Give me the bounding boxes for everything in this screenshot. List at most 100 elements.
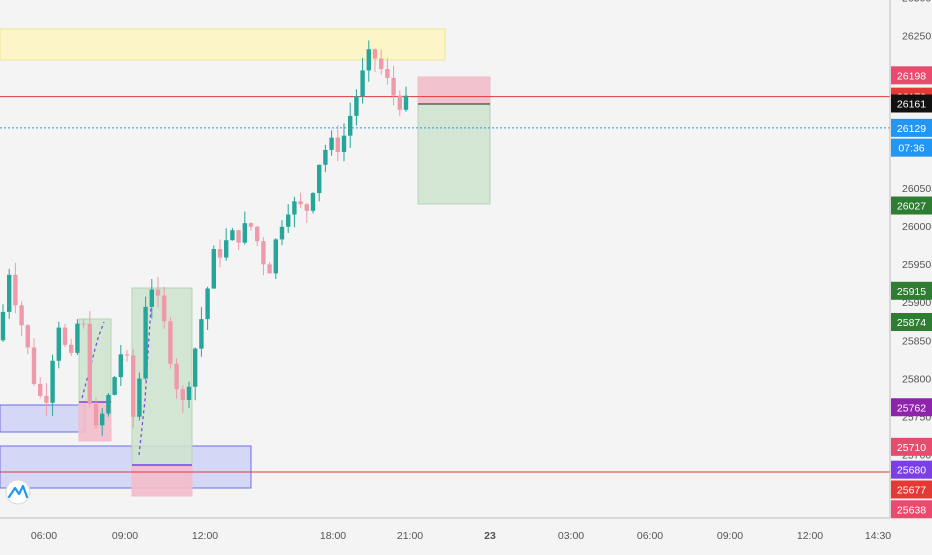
price-tag-label: 25680 <box>897 465 926 477</box>
candle <box>286 204 291 233</box>
candle <box>261 237 266 276</box>
price-tag-label: 26129 <box>897 123 926 135</box>
price-tag-label: 26198 <box>897 70 926 82</box>
candle <box>13 262 18 314</box>
candle <box>174 358 179 399</box>
candle <box>366 40 371 82</box>
candle <box>298 192 303 208</box>
x-tick-label: 03:00 <box>558 530 584 542</box>
candle <box>38 377 43 399</box>
candle <box>317 164 322 202</box>
candle <box>360 57 365 104</box>
x-tick-label: 06:00 <box>31 530 57 542</box>
blue-demand-box-2[interactable] <box>0 445 252 489</box>
candle <box>403 86 409 112</box>
price-tag-26198[interactable]: 26198 <box>891 66 932 85</box>
price-tag-label: 25762 <box>897 402 926 414</box>
price-tag-label: 25710 <box>897 442 926 454</box>
x-tick-label: 18:00 <box>320 530 346 542</box>
price-tag-label: 25677 <box>897 484 926 496</box>
price-tag-26027[interactable]: 26027 <box>891 196 932 215</box>
price-tag-label: 26027 <box>897 201 926 213</box>
price-tag-25677[interactable]: 25677 <box>891 480 932 499</box>
price-tag-label: 26161 <box>897 98 926 110</box>
candle <box>267 262 272 274</box>
candle <box>180 385 185 414</box>
projection-path-2 <box>138 289 153 456</box>
candle <box>118 344 123 386</box>
candle <box>236 229 241 250</box>
candle <box>199 307 204 357</box>
candle <box>242 211 247 245</box>
tradingview-logo-icon[interactable] <box>5 479 31 505</box>
x-tick-label: 09:00 <box>717 530 743 542</box>
candle <box>62 323 68 348</box>
candle <box>124 349 130 362</box>
candle <box>137 372 142 421</box>
x-tick-label: 23 <box>484 530 496 542</box>
candle <box>348 102 353 148</box>
candle <box>304 203 309 223</box>
candle <box>341 123 347 162</box>
candle <box>310 192 316 214</box>
candle <box>69 338 74 357</box>
short-position-profit[interactable] <box>417 103 491 205</box>
price-tag-label: 25638 <box>897 504 926 516</box>
long-position-loss-2[interactable] <box>131 464 193 497</box>
candle <box>205 286 210 330</box>
x-tick-label: 21:00 <box>397 530 423 542</box>
candle <box>292 196 297 228</box>
candle <box>211 245 216 289</box>
yellow-supply-zone[interactable] <box>0 28 446 61</box>
long-position-profit-1[interactable] <box>78 318 112 403</box>
price-tag-25638[interactable]: 25638 <box>891 500 932 519</box>
candle <box>273 238 278 279</box>
y-tick-label: 25800 <box>902 373 931 385</box>
price-tag-25680[interactable]: 25680 <box>891 460 932 479</box>
price-tag-25915[interactable]: 25915 <box>891 281 932 300</box>
candle <box>19 301 24 336</box>
candle <box>391 65 396 106</box>
candle <box>106 392 111 417</box>
price-tag-25874[interactable]: 25874 <box>891 312 932 331</box>
candle <box>25 324 30 355</box>
candle <box>217 239 223 268</box>
price-tag-label: 25915 <box>897 286 926 298</box>
candle <box>7 268 12 319</box>
price-tag-26129[interactable]: 26129 <box>891 118 932 137</box>
y-tick-label: 26050 <box>902 183 931 195</box>
candle <box>279 220 285 246</box>
candle <box>0 304 6 342</box>
y-tick-label: 26250 <box>902 31 931 43</box>
candle <box>75 319 80 355</box>
candle <box>385 58 390 85</box>
candle <box>87 311 92 408</box>
y-tick-label: 26000 <box>902 221 931 233</box>
y-tick-label: 25850 <box>902 335 931 347</box>
price-tag-25710[interactable]: 25710 <box>891 437 932 456</box>
candle <box>149 278 154 319</box>
candle <box>93 397 99 429</box>
candle <box>31 338 37 387</box>
candle <box>131 349 136 429</box>
candle <box>335 125 340 162</box>
price-tag-25762[interactable]: 25762 <box>891 398 932 417</box>
y-tick-label: 25950 <box>902 259 931 271</box>
candle <box>255 225 260 247</box>
candle <box>354 89 359 126</box>
blue-demand-box-1[interactable] <box>0 404 86 433</box>
candle <box>112 375 117 396</box>
y-tick-label: 26300 <box>902 0 931 5</box>
price-tag-07:36[interactable]: 07:36 <box>891 138 932 157</box>
candle <box>168 316 173 369</box>
short-position-loss[interactable] <box>417 76 491 105</box>
x-tick-label: 14:30 <box>865 530 891 542</box>
price-tag-26161[interactable]: 26161 <box>891 94 932 113</box>
candle <box>186 381 192 409</box>
candle <box>100 408 105 436</box>
candle <box>56 321 61 369</box>
candle <box>193 347 198 401</box>
candle <box>44 383 49 416</box>
